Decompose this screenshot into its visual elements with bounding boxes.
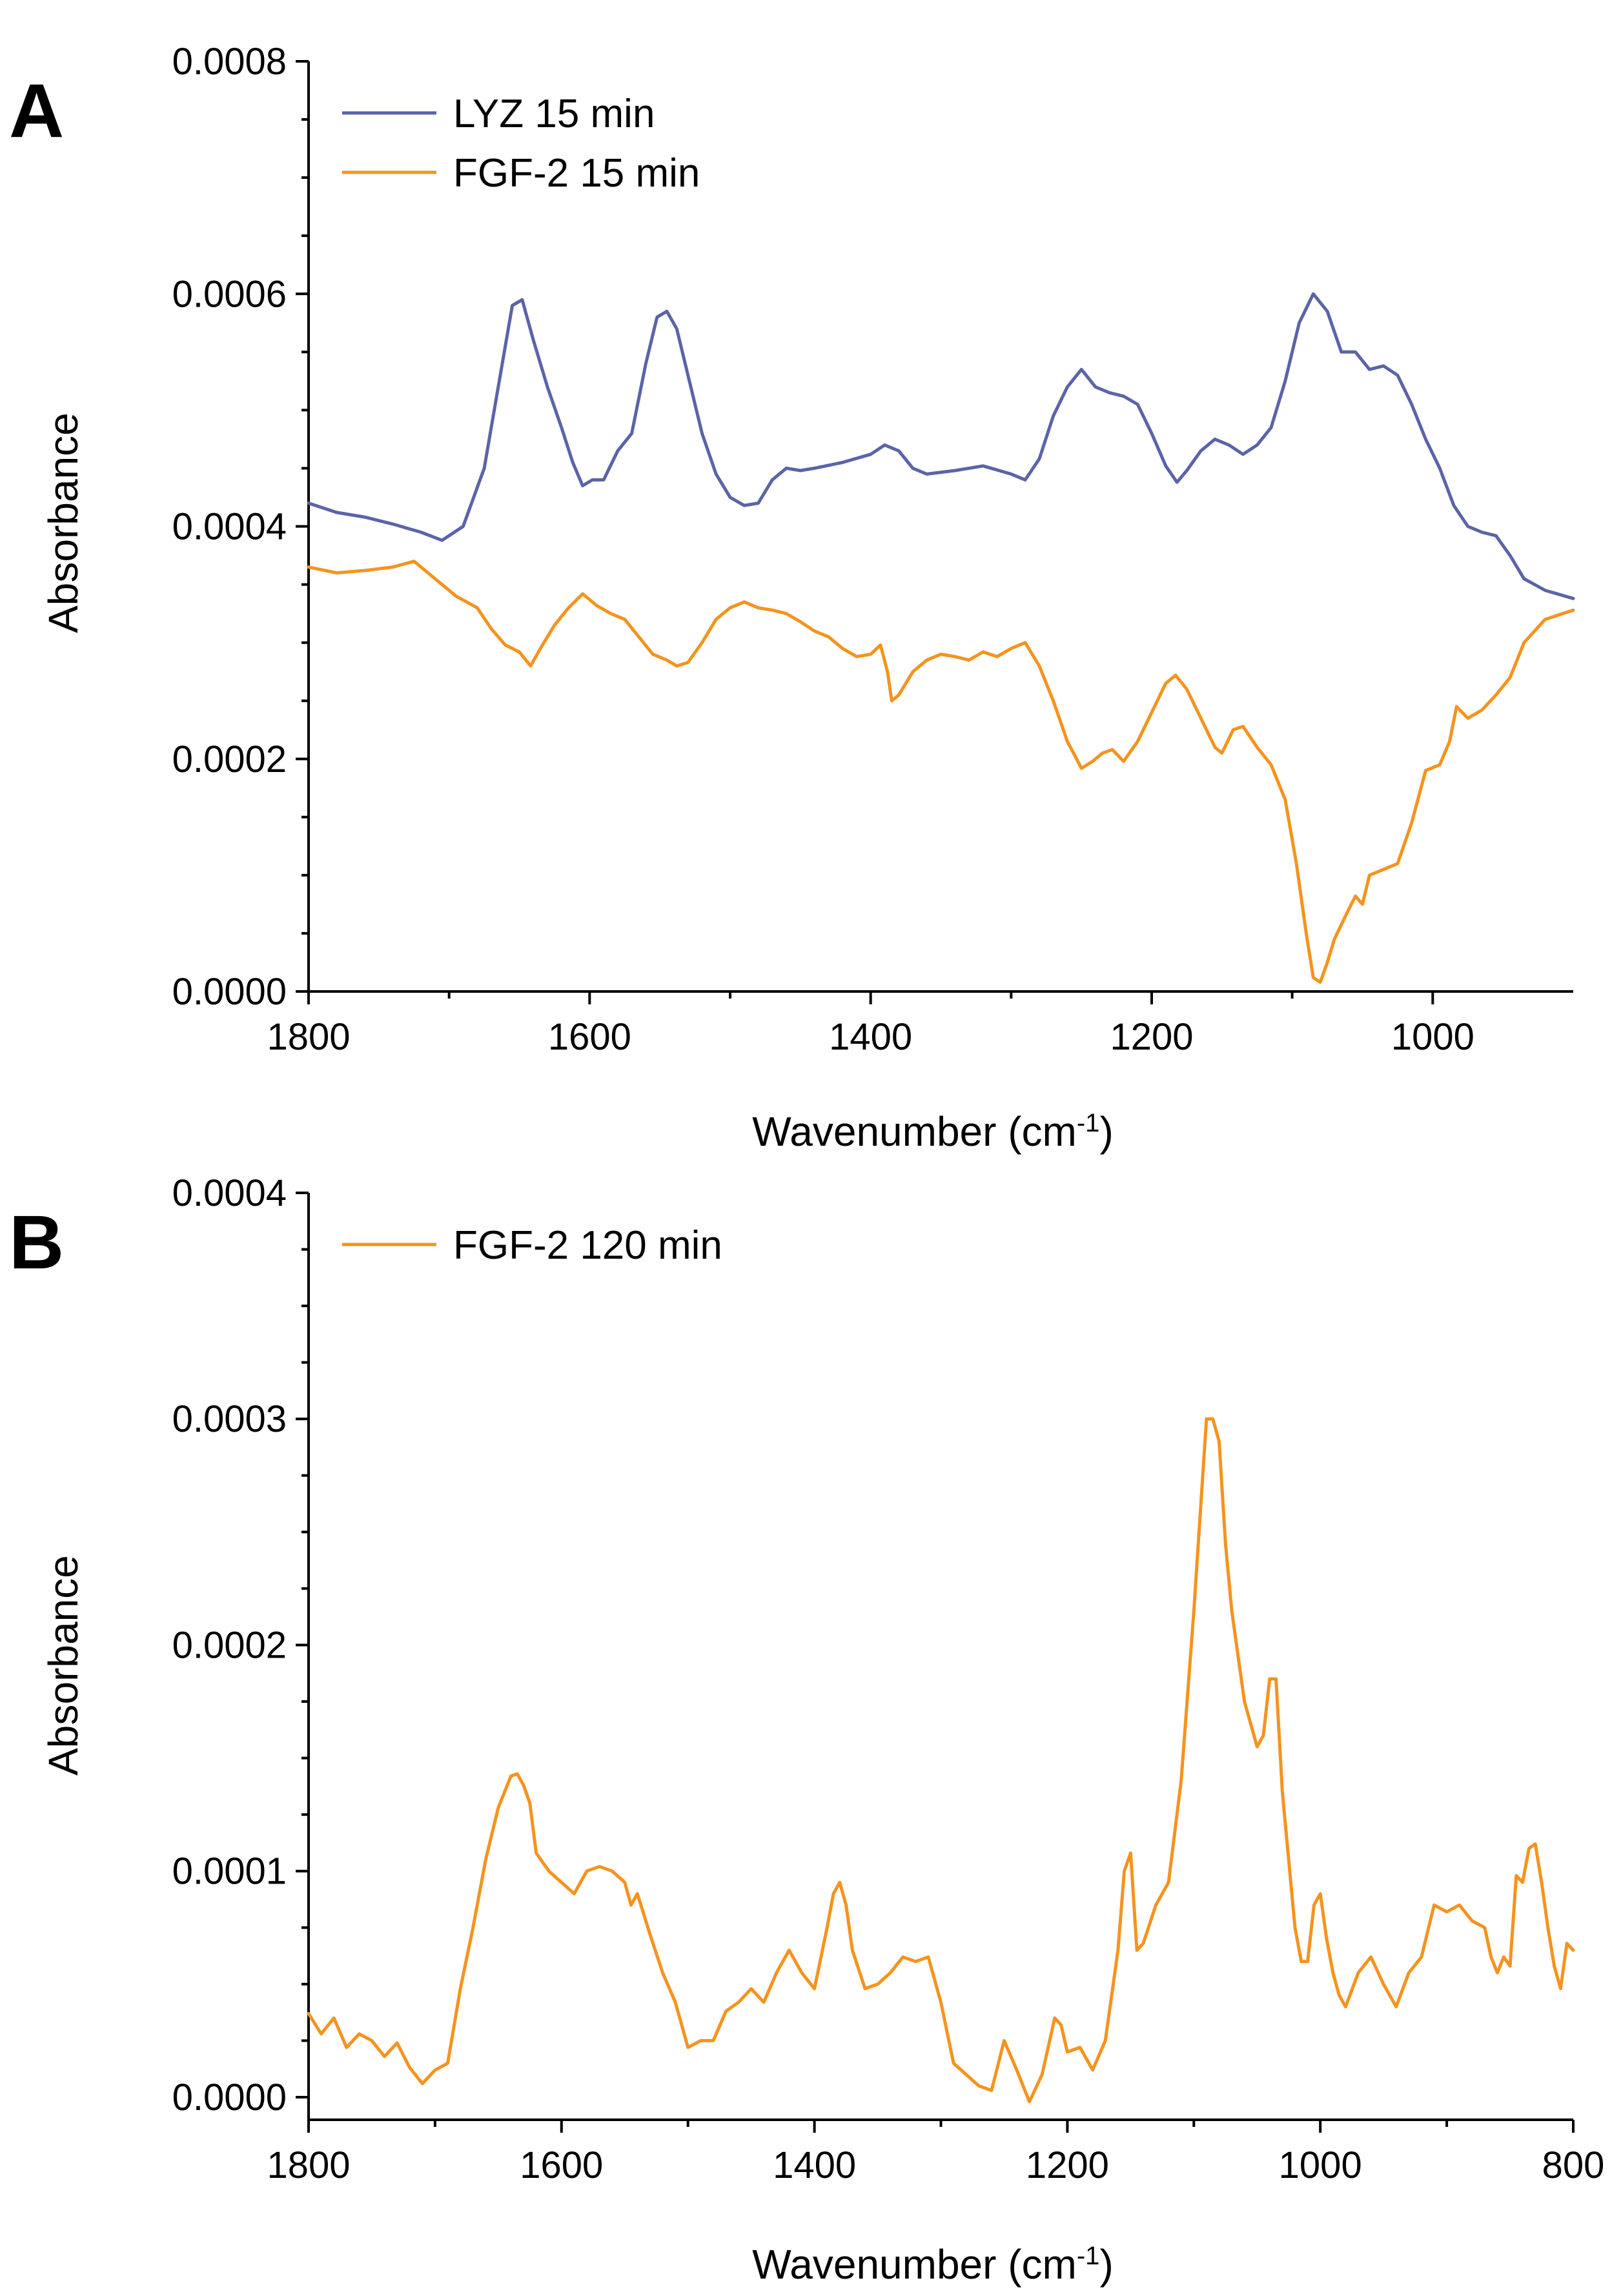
- panel-b-x-tick-label: 1200: [1026, 2144, 1109, 2186]
- panel-a-x-tick-label: 1000: [1391, 1016, 1474, 1058]
- panel-a-y-tick-label: 0.0004: [172, 506, 287, 548]
- panel-b-x-tick-label: 1600: [520, 2144, 603, 2186]
- panel-a-x-tick-label: 1800: [267, 1016, 350, 1058]
- panel-b-series: [307, 1417, 1575, 2104]
- panel-a-y-tick-label: 0.0002: [172, 738, 287, 780]
- panel-a-series-fgf-2-15-min: [307, 560, 1575, 984]
- panel-a-letter: A: [9, 68, 64, 154]
- panel-b-letter: B: [9, 1200, 64, 1285]
- panel-a-y-tick-label: 0.0008: [172, 41, 287, 83]
- panel-a-axes: 0.0000 0.0002 0.0004 0.0006 0.0008 1800 1600 14…: [172, 41, 1573, 1058]
- panel-b-y-tick-label: 0.0003: [172, 1398, 287, 1440]
- panel-a-legend-label-fgf-2-15-min: FGF-2 15 min: [453, 151, 700, 196]
- panel-a-legend-label-lyz-15-min: LYZ 15 min: [453, 92, 655, 136]
- panel-a-series-lyz-15-min: [307, 292, 1575, 600]
- panel-b-y-tick-label: 0.0000: [172, 2077, 287, 2118]
- panel-b-x-tick-label: 1400: [773, 2144, 856, 2186]
- panel-a-series: [307, 292, 1575, 984]
- panel-a-y-axis-title: Absorbance: [40, 412, 87, 633]
- panel-b-x-tick-label: 1800: [267, 2144, 350, 2186]
- panel-b-legend: FGF-2 120 min: [342, 1223, 722, 1268]
- panel-a-x-tick-label: 1200: [1110, 1016, 1193, 1058]
- panel-a-x-tick-label: 1400: [829, 1016, 912, 1058]
- panel-b-x-tick-label: 1000: [1279, 2144, 1362, 2186]
- panel-b-series-fgf-2-120-min: [307, 1417, 1575, 2104]
- panel-b-x-axis-title: Wavenumber (cm-1): [752, 2241, 1114, 2288]
- panel-b-y-tick-label: 0.0004: [172, 1172, 287, 1214]
- panel-b-x-tick-label: 800: [1542, 2144, 1605, 2186]
- panel-b-legend-label-fgf-2-120-min: FGF-2 120 min: [453, 1223, 722, 1268]
- panel-b-axes: 0.0000 0.0001 0.0002 0.0003 0.0004 1800 1600 14…: [172, 1172, 1605, 2186]
- panel-b-y-axis-title: Absorbance: [40, 1555, 87, 1776]
- panel-a-y-tick-label: 0.0000: [172, 971, 287, 1013]
- panel-b-y-tick-label: 0.0001: [172, 1851, 287, 1893]
- panel-b-y-tick-label: 0.0002: [172, 1624, 287, 1666]
- panel-b-chart: B 0.0000 0.0001 0.0002 0.0003 0.0004 1800 1600…: [9, 1172, 1604, 2288]
- panel-a-legend: LYZ 15 min FGF-2 15 min: [342, 92, 700, 196]
- panel-a-x-axis-title: Wavenumber (cm-1): [752, 1108, 1114, 1155]
- panel-a-x-tick-label: 1600: [548, 1016, 631, 1058]
- panel-a-y-tick-label: 0.0006: [172, 273, 287, 315]
- panel-a-chart: A 0.0000 0.0002 0.0004 0.0006 0.0008 1800 1600…: [9, 41, 1575, 1155]
